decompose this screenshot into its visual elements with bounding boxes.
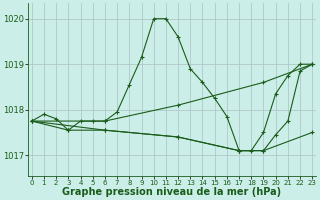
X-axis label: Graphe pression niveau de la mer (hPa): Graphe pression niveau de la mer (hPa) (62, 187, 282, 197)
